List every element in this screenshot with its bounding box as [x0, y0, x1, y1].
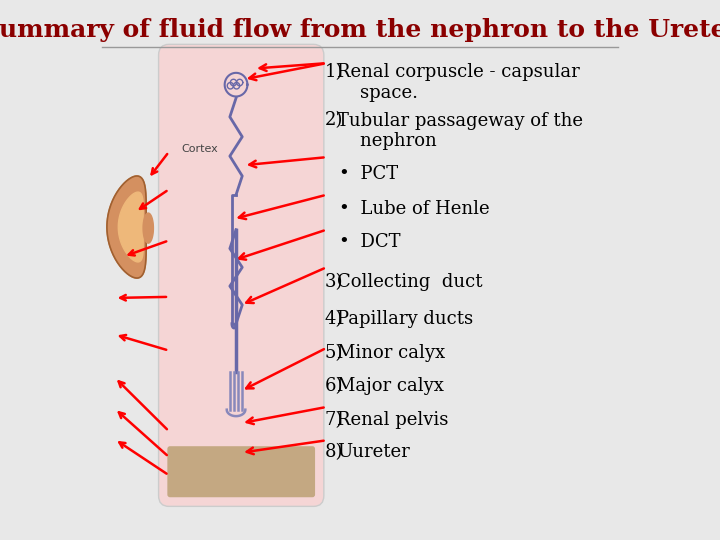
Text: •: •	[338, 200, 349, 218]
Text: Minor calyx: Minor calyx	[337, 344, 446, 362]
Text: Major calyx: Major calyx	[337, 377, 444, 395]
Text: Lube of Henle: Lube of Henle	[348, 200, 490, 218]
FancyBboxPatch shape	[158, 44, 324, 507]
Text: 8): 8)	[325, 443, 343, 461]
Text: 2): 2)	[325, 112, 343, 130]
Text: 6): 6)	[325, 377, 343, 395]
Text: Cortex: Cortex	[182, 144, 219, 154]
Text: •: •	[338, 233, 349, 252]
Text: Collecting  duct: Collecting duct	[337, 273, 483, 291]
Text: DCT: DCT	[348, 233, 400, 252]
Text: PCT: PCT	[348, 165, 397, 183]
FancyBboxPatch shape	[167, 446, 315, 497]
Text: 1): 1)	[325, 63, 343, 81]
Polygon shape	[143, 213, 153, 243]
Text: Uureter: Uureter	[337, 443, 410, 461]
Text: 3): 3)	[325, 273, 343, 291]
Polygon shape	[107, 176, 146, 278]
Text: Renal pelvis: Renal pelvis	[337, 411, 449, 429]
Text: Renal corpuscle - capsular
    space.: Renal corpuscle - capsular space.	[337, 63, 580, 102]
Text: 5): 5)	[325, 344, 343, 362]
Text: 7): 7)	[325, 411, 343, 429]
Text: Tubular passageway of the
    nephron: Tubular passageway of the nephron	[337, 112, 583, 150]
Text: 4): 4)	[325, 310, 343, 328]
Text: •: •	[338, 165, 349, 183]
Text: Summary of fluid flow from the nephron to the Ureter: Summary of fluid flow from the nephron t…	[0, 17, 720, 42]
Text: Papillary ducts: Papillary ducts	[337, 310, 474, 328]
Polygon shape	[118, 192, 143, 262]
